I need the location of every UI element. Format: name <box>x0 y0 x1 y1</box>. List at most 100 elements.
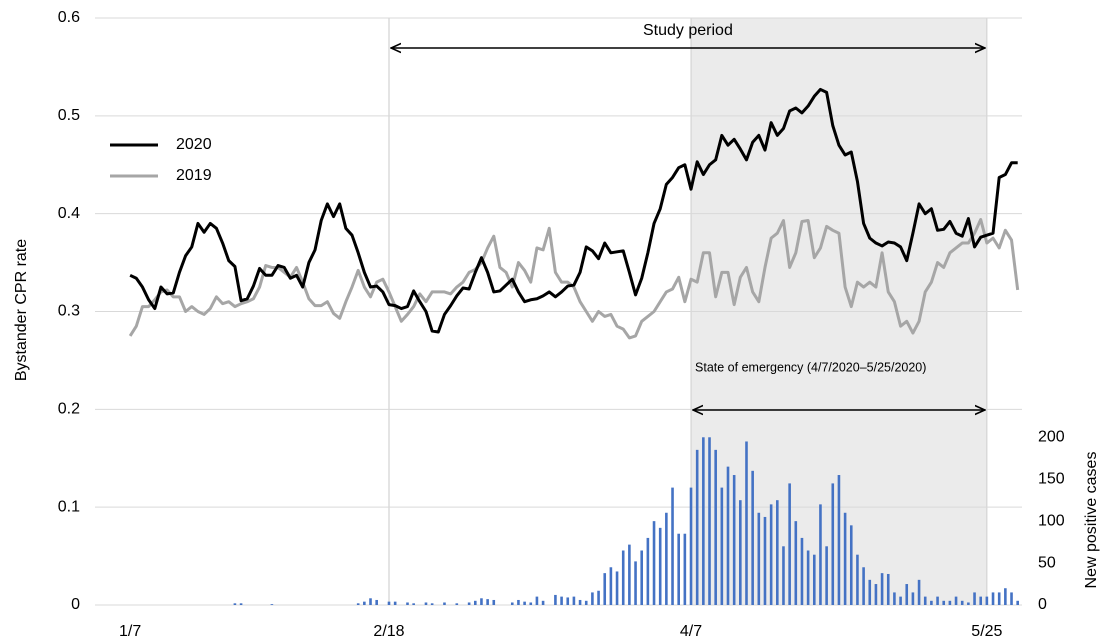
y2-axis-label: New positive cases <box>1083 452 1100 589</box>
bar <box>455 603 459 605</box>
x-tick-label: 1/7 <box>119 623 141 640</box>
bar <box>671 487 674 605</box>
y-tick-label: 0.2 <box>58 401 80 418</box>
bar <box>621 550 625 605</box>
bar <box>597 590 600 605</box>
bar <box>695 449 699 605</box>
x-tick-label: 4/7 <box>680 623 702 640</box>
bar <box>523 601 526 605</box>
bar <box>831 483 835 605</box>
bar <box>788 483 791 605</box>
bar <box>997 592 1001 605</box>
bar <box>443 602 446 605</box>
bar <box>535 596 539 605</box>
bar <box>739 500 742 605</box>
bar <box>591 592 594 605</box>
x-tick-label: 2/18 <box>373 623 404 640</box>
legend-label: 2020 <box>176 136 212 153</box>
bar <box>720 487 724 605</box>
bar <box>942 600 946 605</box>
bar <box>554 594 557 605</box>
bar <box>375 599 378 605</box>
bar <box>615 571 619 605</box>
bar <box>1010 592 1013 605</box>
bar <box>893 592 896 605</box>
bar <box>467 602 471 605</box>
y-tick-label: 0.3 <box>58 303 80 320</box>
bar <box>566 597 570 605</box>
bar <box>430 603 434 605</box>
y-tick-label: 0 <box>71 596 80 613</box>
y2-tick-label: 150 <box>1038 470 1065 487</box>
bar <box>560 596 563 605</box>
bar <box>954 596 958 605</box>
bar <box>923 596 927 605</box>
bar <box>572 596 576 605</box>
bar <box>233 603 237 605</box>
bar <box>911 592 915 605</box>
bar <box>486 599 489 605</box>
bar <box>782 546 785 605</box>
bar <box>862 567 865 605</box>
bar <box>387 601 391 605</box>
bar <box>849 525 853 605</box>
bar <box>369 598 372 605</box>
bar <box>899 596 902 605</box>
bar <box>948 600 952 605</box>
bar <box>646 537 650 605</box>
bar <box>812 554 816 605</box>
foreground-layer: Study period State of emergency (4/7/2020… <box>58 9 1065 640</box>
bar <box>473 600 477 605</box>
bar <box>917 579 921 605</box>
y-tick-label: 0.4 <box>58 205 80 222</box>
bar <box>1016 600 1019 605</box>
bar <box>634 561 637 605</box>
bar <box>745 441 748 605</box>
bar <box>930 600 933 605</box>
bar <box>960 600 964 605</box>
bar <box>751 470 754 605</box>
bar <box>985 596 989 605</box>
legend-label: 2019 <box>176 167 212 184</box>
bar <box>510 602 514 605</box>
y-tick-label: 0.1 <box>58 498 80 515</box>
bar <box>270 604 274 605</box>
bar <box>794 521 798 605</box>
bar <box>776 500 779 605</box>
bar <box>628 544 631 605</box>
bar <box>517 599 520 605</box>
bar <box>714 449 717 605</box>
bar <box>732 475 736 605</box>
bar <box>603 573 607 605</box>
bar <box>480 598 483 605</box>
bar <box>584 600 588 605</box>
bar <box>424 602 428 605</box>
bar <box>665 512 668 605</box>
bar <box>769 504 773 605</box>
bar <box>578 599 582 605</box>
y2-tick-label: 100 <box>1038 512 1065 529</box>
annotation-text: State of emergency (4/7/2020–5/25/2020) <box>695 360 926 374</box>
bar <box>726 466 730 605</box>
y2-tick-label: 0 <box>1038 596 1047 613</box>
bar <box>356 603 360 605</box>
annotation-text: Study period <box>643 22 733 39</box>
bar <box>677 533 680 605</box>
bar <box>991 592 995 605</box>
bar <box>609 567 613 605</box>
y-tick-label: 0.5 <box>58 107 80 124</box>
bar <box>541 600 545 605</box>
bar <box>825 546 828 605</box>
bar <box>856 554 859 605</box>
bar <box>406 602 409 605</box>
bar <box>1004 588 1007 605</box>
bar <box>640 550 644 605</box>
bar <box>905 584 909 605</box>
bar <box>757 512 761 605</box>
bar <box>239 603 243 605</box>
bar <box>806 550 810 605</box>
bar <box>874 584 878 605</box>
bar <box>363 601 366 605</box>
bar <box>843 512 847 605</box>
